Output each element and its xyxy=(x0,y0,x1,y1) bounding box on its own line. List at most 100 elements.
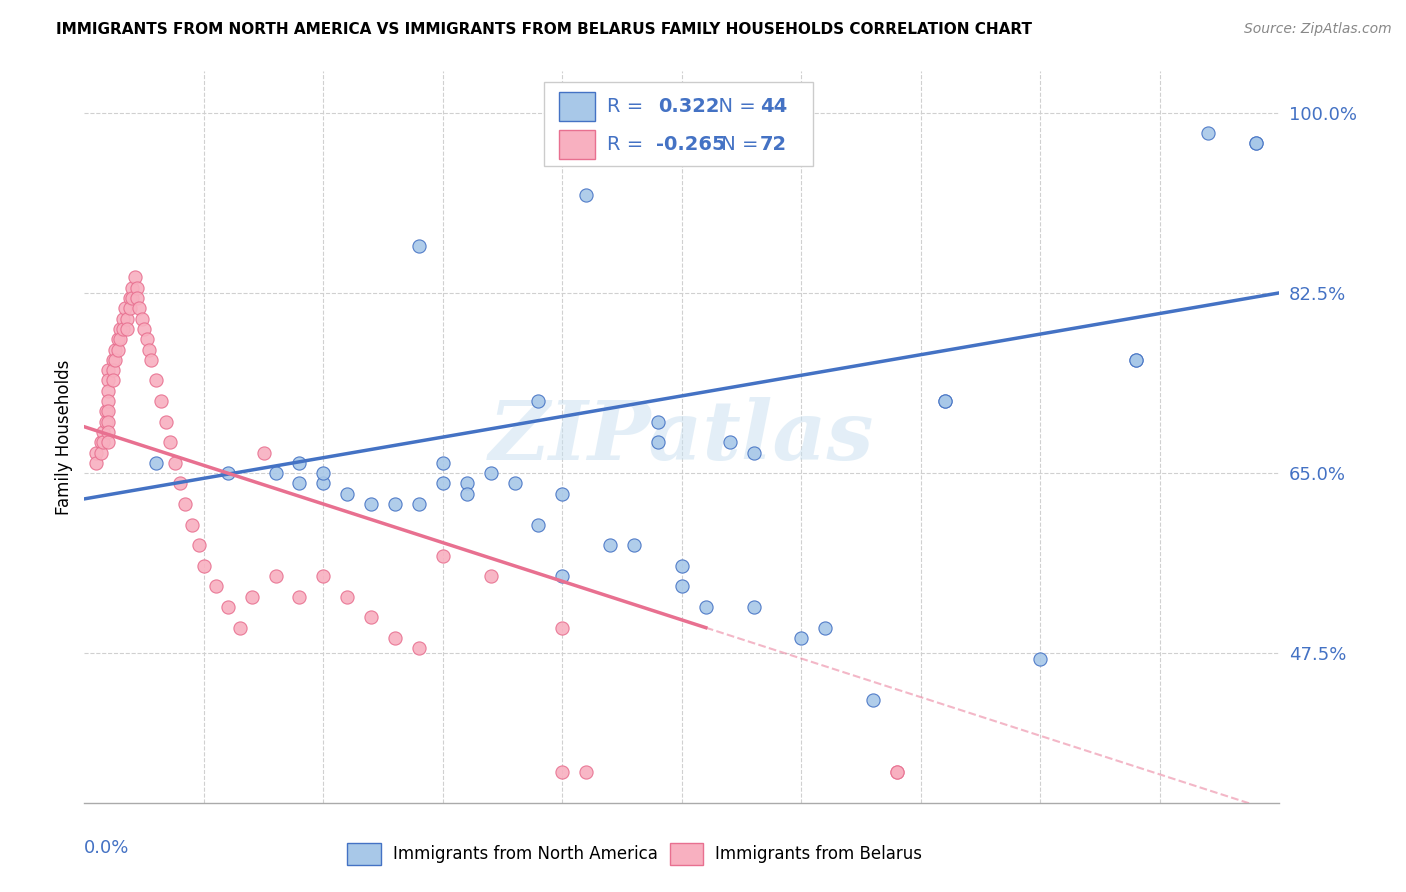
Point xyxy=(312,569,335,583)
Point xyxy=(599,538,621,552)
Point xyxy=(107,343,129,357)
Point xyxy=(159,435,181,450)
Point xyxy=(336,590,359,604)
Point xyxy=(111,322,134,336)
Point xyxy=(647,435,669,450)
Point xyxy=(104,343,127,357)
Point xyxy=(312,476,335,491)
Point xyxy=(97,363,120,377)
Point xyxy=(169,476,191,491)
Point xyxy=(94,404,117,418)
FancyBboxPatch shape xyxy=(558,130,595,159)
Text: Immigrants from Belarus: Immigrants from Belarus xyxy=(716,845,922,863)
Point xyxy=(288,590,311,604)
Point xyxy=(814,621,837,635)
Point xyxy=(1244,136,1267,151)
Point xyxy=(288,476,311,491)
Text: N =: N = xyxy=(706,97,762,116)
Point xyxy=(264,569,287,583)
Text: IMMIGRANTS FROM NORTH AMERICA VS IMMIGRANTS FROM BELARUS FAMILY HOUSEHOLDS CORRE: IMMIGRANTS FROM NORTH AMERICA VS IMMIGRA… xyxy=(56,22,1032,37)
Point xyxy=(145,456,167,470)
Point xyxy=(118,301,141,316)
Point xyxy=(97,394,120,409)
Point xyxy=(503,476,526,491)
Point xyxy=(432,456,454,470)
Point xyxy=(527,394,550,409)
Point xyxy=(886,764,908,779)
Point xyxy=(125,281,148,295)
Point xyxy=(312,466,335,480)
Point xyxy=(240,590,263,604)
Point xyxy=(742,445,765,459)
Point xyxy=(165,456,187,470)
Point xyxy=(90,435,112,450)
Point xyxy=(90,445,112,459)
Point xyxy=(1125,352,1147,367)
Point xyxy=(124,270,146,285)
Point xyxy=(671,558,693,573)
Text: Source: ZipAtlas.com: Source: ZipAtlas.com xyxy=(1244,22,1392,37)
Point xyxy=(862,693,884,707)
Point xyxy=(695,600,717,615)
Text: 0.0%: 0.0% xyxy=(84,839,129,857)
Point xyxy=(114,301,136,316)
Point xyxy=(205,579,228,593)
Point xyxy=(97,435,120,450)
Point xyxy=(104,352,127,367)
Point xyxy=(360,497,382,511)
Point xyxy=(1244,136,1267,151)
Point xyxy=(135,332,157,346)
Point xyxy=(125,291,148,305)
Point xyxy=(527,517,550,532)
Point xyxy=(173,497,195,511)
Point xyxy=(94,415,117,429)
Point xyxy=(479,569,502,583)
Point xyxy=(432,549,454,563)
Point xyxy=(1125,352,1147,367)
Point xyxy=(145,373,167,387)
Point xyxy=(117,311,139,326)
Point xyxy=(97,425,120,439)
Point xyxy=(97,415,120,429)
Point xyxy=(101,352,124,367)
Point xyxy=(432,476,454,491)
Point xyxy=(551,621,574,635)
Point xyxy=(111,311,134,326)
Point xyxy=(886,764,908,779)
Point xyxy=(117,322,139,336)
Point xyxy=(479,466,502,480)
Point xyxy=(647,415,669,429)
Text: 72: 72 xyxy=(759,135,787,154)
Point xyxy=(551,764,574,779)
Text: -0.265: -0.265 xyxy=(655,135,725,154)
Point xyxy=(110,322,132,336)
Point xyxy=(97,384,120,398)
Point xyxy=(101,363,124,377)
Point xyxy=(384,631,406,645)
Point xyxy=(193,558,215,573)
Point xyxy=(671,579,693,593)
Point xyxy=(155,415,177,429)
Point xyxy=(132,322,156,336)
Point xyxy=(336,487,359,501)
Point xyxy=(141,352,163,367)
Point xyxy=(934,394,956,409)
Text: N =: N = xyxy=(716,135,765,154)
FancyBboxPatch shape xyxy=(558,92,595,121)
Point xyxy=(181,517,204,532)
Point xyxy=(149,394,172,409)
Point xyxy=(360,610,382,624)
Point xyxy=(93,425,115,439)
Point xyxy=(118,291,141,305)
Point xyxy=(128,301,150,316)
Point xyxy=(456,487,478,501)
Point xyxy=(229,621,252,635)
Point xyxy=(97,373,120,387)
FancyBboxPatch shape xyxy=(347,843,381,865)
Point xyxy=(1029,651,1052,665)
Point xyxy=(1197,126,1219,140)
Point xyxy=(408,641,430,656)
Text: 0.322: 0.322 xyxy=(658,97,720,116)
FancyBboxPatch shape xyxy=(544,82,814,167)
Point xyxy=(384,497,406,511)
